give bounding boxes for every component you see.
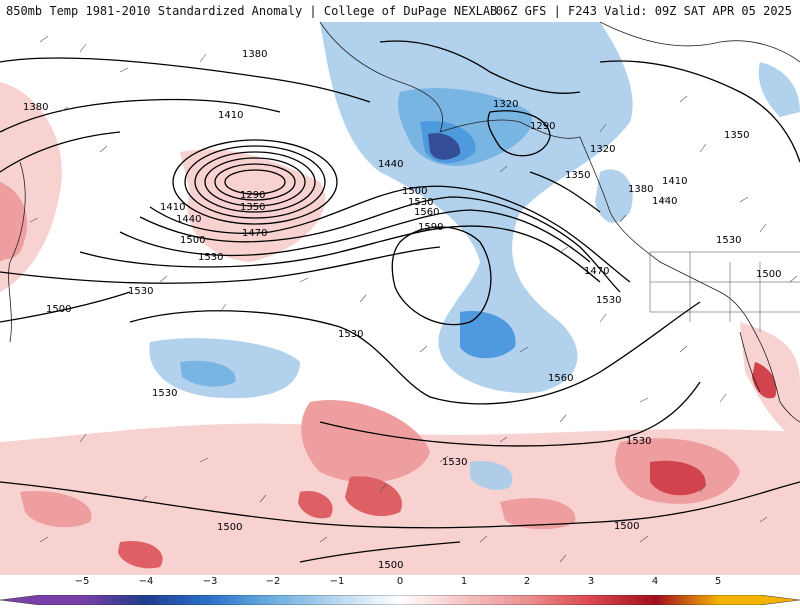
colorbar-labels: −5 −4 −3 −2 −1 0 1 2 3 4 5 xyxy=(0,576,800,588)
contour-label: 1590 xyxy=(418,222,443,233)
colorbar-tick: 4 xyxy=(651,576,659,587)
contour-label: 1530 xyxy=(338,329,363,340)
colorbar-tick: −3 xyxy=(202,576,218,587)
contour-label: 1410 xyxy=(160,202,185,213)
contour-label: 1380 xyxy=(628,184,653,195)
weather-map: 1380 1380 1410 1410 1440 1440 1290 1350 … xyxy=(0,22,800,575)
colorbar-tick: 5 xyxy=(714,576,722,587)
contour-label: 1350 xyxy=(724,130,749,141)
contour-label: 1500 xyxy=(614,521,639,532)
contour-label: 1560 xyxy=(414,207,439,218)
warm-anomaly-shading xyxy=(0,82,800,575)
contour-label: 1530 xyxy=(198,252,223,263)
contour-labels: 1380 1380 1410 1410 1440 1440 1290 1350 … xyxy=(23,49,781,571)
colorbar-scale xyxy=(0,594,800,606)
contour-label: 1530 xyxy=(152,388,177,399)
title-bar: 850mb Temp 1981-2010 Standardized Anomal… xyxy=(0,0,800,22)
borders xyxy=(649,251,800,332)
contour-label: 1530 xyxy=(408,197,433,208)
wind-barbs xyxy=(29,35,798,563)
contour-label: 1500 xyxy=(756,269,781,280)
contour-label: 1350 xyxy=(565,170,590,181)
contour-label: 1440 xyxy=(378,159,403,170)
contour-label: 1290 xyxy=(240,190,265,201)
colorbar-tick: 0 xyxy=(396,576,404,587)
contour-label: 1500 xyxy=(180,235,205,246)
colorbar-tick: 1 xyxy=(460,576,468,587)
contour-label: 1440 xyxy=(176,214,201,225)
contour-label: 1410 xyxy=(662,176,687,187)
contour-label: 1530 xyxy=(596,295,621,306)
colorbar-tick: −2 xyxy=(265,576,281,587)
contour-label: 1440 xyxy=(652,196,677,207)
contour-label: 1530 xyxy=(128,286,153,297)
cold-anomaly-shading xyxy=(149,22,800,490)
colorbar-tick: 2 xyxy=(523,576,531,587)
contour-label: 1410 xyxy=(218,110,243,121)
contour-label: 1500 xyxy=(217,522,242,533)
colorbar-tick: −1 xyxy=(329,576,345,587)
colorbar-tick: −5 xyxy=(74,576,90,587)
contour-label: 1320 xyxy=(590,144,615,155)
contour-label: 1350 xyxy=(240,202,265,213)
map-canvas: 1380 1380 1410 1410 1440 1440 1290 1350 … xyxy=(0,22,800,575)
contour-label: 1320 xyxy=(493,99,518,110)
coastlines xyxy=(8,22,800,423)
map-title: 850mb Temp 1981-2010 Standardized Anomal… xyxy=(6,4,498,18)
colorbar-tick: −4 xyxy=(138,576,154,587)
contour-label: 1560 xyxy=(548,373,573,384)
contour-label: 1500 xyxy=(402,186,427,197)
contour-label: 1380 xyxy=(23,102,48,113)
colorbar xyxy=(0,590,800,606)
contour-label: 1530 xyxy=(626,436,651,447)
contour-label: 1380 xyxy=(242,49,267,60)
contour-label: 1500 xyxy=(378,560,403,571)
contour-label: 1470 xyxy=(584,266,609,277)
contour-label: 1530 xyxy=(442,457,467,468)
contour-label: 1470 xyxy=(242,228,267,239)
model-run-info: 06Z GFS | F243 Valid: 09Z SAT APR 05 202… xyxy=(495,4,792,18)
colorbar-tick: 3 xyxy=(587,576,595,587)
contour-label: 1290 xyxy=(530,121,555,132)
contour-label: 1500 xyxy=(46,304,71,315)
contour-label: 1530 xyxy=(716,235,741,246)
